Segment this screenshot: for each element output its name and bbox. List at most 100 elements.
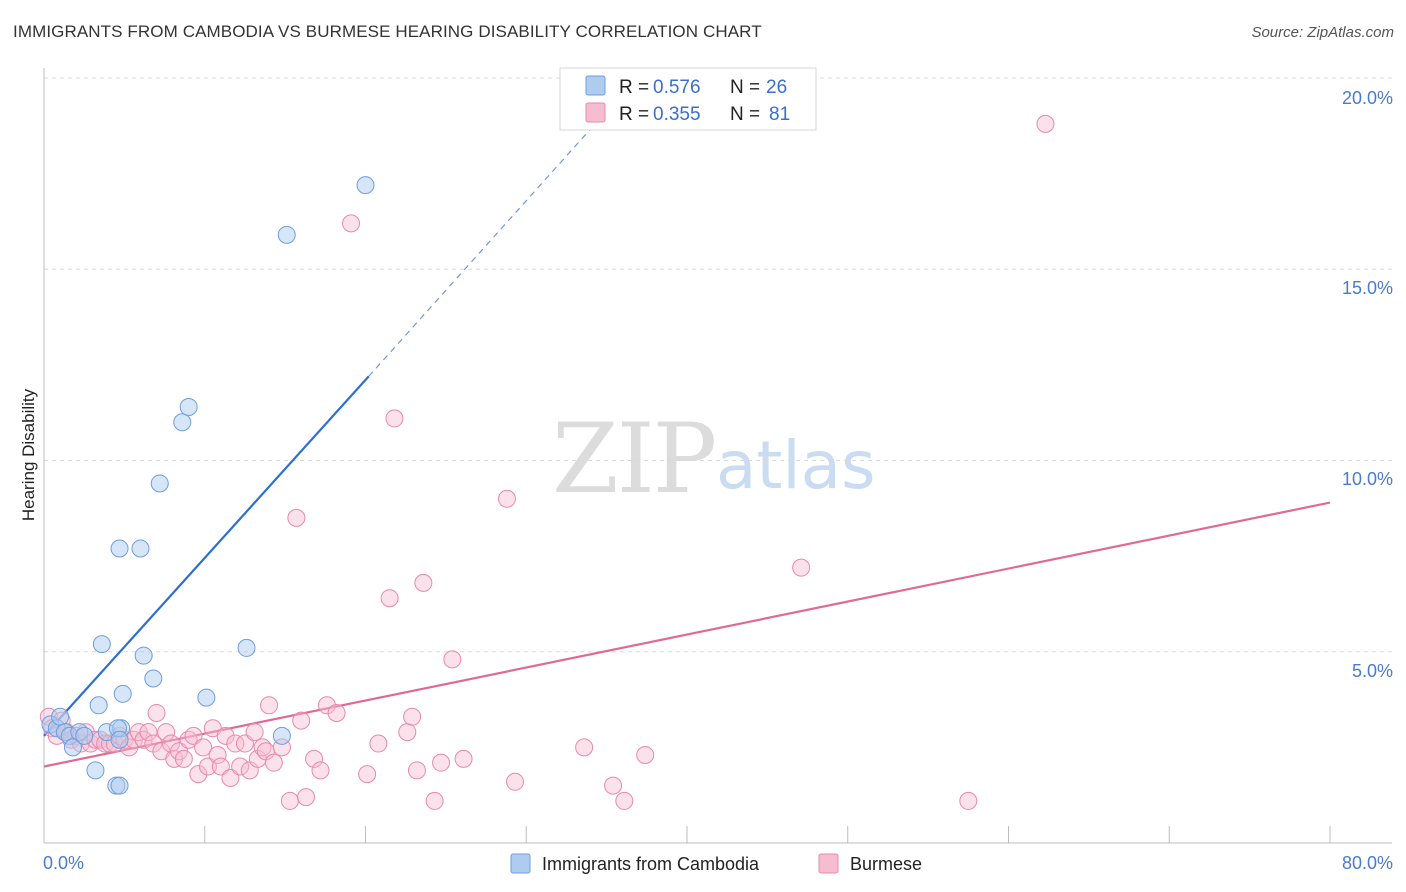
cambodia-point	[75, 726, 94, 745]
burmese-point	[147, 703, 166, 722]
burmese-point	[226, 734, 245, 753]
burmese-point	[287, 508, 306, 527]
burmese-point	[235, 734, 254, 753]
burmese-point	[208, 746, 227, 765]
burmese-point	[317, 696, 336, 715]
legend-n-value: 26	[766, 77, 787, 98]
burmese-point	[264, 753, 283, 772]
correlation-legend: R = 0.576 N = 26 R = 0.355 N = 81	[559, 67, 817, 131]
burmese-point	[407, 761, 426, 780]
burmese-point	[369, 734, 388, 753]
cambodia-point	[131, 539, 150, 558]
burmese-point	[1036, 114, 1055, 133]
burmese-point	[432, 753, 451, 772]
burmese-point	[443, 650, 462, 669]
cambodia-point	[110, 730, 129, 749]
burmese-point	[216, 726, 235, 745]
burmese-point	[305, 749, 324, 768]
cambodia-point	[272, 726, 291, 745]
bottom-legend-swatch-cambodia	[510, 853, 531, 874]
legend-n-label: N =	[730, 104, 760, 125]
burmese-point	[615, 791, 634, 810]
cambodia-point	[237, 638, 256, 657]
burmese-point	[327, 703, 346, 722]
cambodia-point	[173, 413, 192, 432]
y-axis-title: Hearing Disability	[19, 388, 38, 521]
burmese-point	[959, 791, 978, 810]
cambodia-trend-line	[43, 375, 370, 737]
source-label: Source: ZipAtlas.com	[1251, 24, 1394, 41]
cambodia-point	[110, 539, 129, 558]
cambodia-point	[277, 225, 296, 244]
burmese-point	[231, 757, 250, 776]
cambodia-point	[63, 738, 82, 757]
burmese-point	[211, 757, 230, 776]
trend-lines	[43, 119, 1331, 768]
cambodia-point	[110, 776, 129, 795]
burmese-point	[575, 738, 594, 757]
y-tick-labels: 5.0% 10.0% 15.0% 20.0%	[1342, 88, 1393, 681]
burmese-trend-line	[43, 501, 1331, 768]
burmese-point	[184, 726, 203, 745]
burmese-point	[342, 214, 361, 233]
burmese-point	[198, 757, 217, 776]
burmese-point	[425, 791, 444, 810]
burmese-point	[792, 558, 811, 577]
burmese-point	[157, 723, 176, 742]
burmese-point	[280, 791, 299, 810]
burmese-point	[380, 589, 399, 608]
burmese-point	[139, 723, 158, 742]
x-tick-label-max: 80.0%	[1342, 853, 1393, 873]
x-tick-label-min: 0.0%	[43, 853, 84, 873]
bottom-legend-label-cambodia: Immigrants from Cambodia	[542, 854, 760, 874]
legend-r-value: 0.576	[653, 77, 701, 98]
bottom-legend-label-burmese: Burmese	[850, 854, 922, 874]
y-tick-label: 10.0%	[1342, 469, 1393, 489]
burmese-point	[260, 696, 279, 715]
cambodia-point	[51, 707, 70, 726]
burmese-point	[636, 746, 655, 765]
burmese-point	[292, 711, 311, 730]
burmese-point	[297, 788, 316, 807]
burmese-point	[194, 738, 213, 757]
axes	[43, 68, 1392, 844]
legend-n-label: N =	[730, 77, 760, 98]
legend-r-value: 0.355	[653, 104, 701, 125]
chart-title: IMMIGRANTS FROM CAMBODIA VS BURMESE HEAR…	[13, 22, 762, 41]
cambodia-point	[144, 669, 163, 688]
burmese-points	[39, 114, 1055, 810]
x-ticks	[43, 826, 1331, 843]
burmese-point	[358, 765, 377, 784]
y-tick-label: 5.0%	[1352, 661, 1393, 681]
burmese-point	[189, 765, 208, 784]
burmese-point	[221, 768, 240, 787]
y-tick-label: 15.0%	[1342, 278, 1393, 298]
cambodia-points	[41, 176, 375, 795]
legend-r-label: R =	[619, 104, 649, 125]
bottom-legend-swatch-burmese	[818, 853, 839, 874]
cambodia-point	[86, 761, 105, 780]
watermark-zip: ZIP	[552, 403, 715, 515]
watermark-atlas: atlas	[716, 427, 876, 504]
burmese-point	[245, 723, 264, 742]
legend-r-label: R =	[619, 77, 649, 98]
burmese-point	[497, 489, 516, 508]
burmese-point	[174, 749, 193, 768]
cambodia-point	[89, 696, 108, 715]
cambodia-point	[356, 176, 375, 195]
cambodia-point	[134, 646, 153, 665]
cambodia-point	[92, 635, 111, 654]
burmese-point	[398, 723, 417, 742]
y-tick-label: 20.0%	[1342, 88, 1393, 108]
series-legend: Immigrants from Cambodia Burmese	[510, 853, 922, 874]
burmese-point	[403, 707, 422, 726]
cambodia-point	[150, 474, 169, 493]
burmese-point	[414, 573, 433, 592]
legend-n-value: 81	[769, 104, 790, 125]
burmese-point	[505, 772, 524, 791]
legend-swatch-burmese	[585, 102, 606, 123]
cambodia-trend-extension	[368, 119, 600, 377]
burmese-point	[454, 749, 473, 768]
burmese-point	[311, 761, 330, 780]
